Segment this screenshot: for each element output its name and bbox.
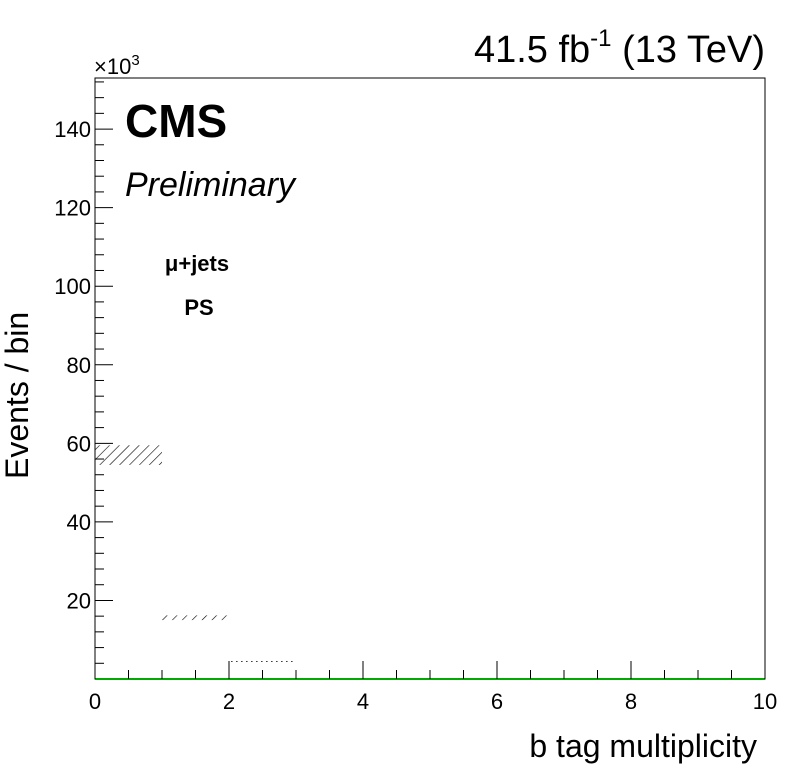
y-tick-label: 140 xyxy=(54,117,91,142)
uncertainty-band-2 xyxy=(162,615,229,621)
y-tick-label: 20 xyxy=(67,588,91,613)
x-tick-label: 4 xyxy=(357,689,369,714)
y-tick-label: 80 xyxy=(67,353,91,378)
y-tick-label: 100 xyxy=(54,274,91,299)
preliminary-label: Preliminary xyxy=(125,166,297,204)
x-axis-ticks: 0 2 4 6 8 10 xyxy=(89,661,777,714)
x-tick-label: 8 xyxy=(625,689,637,714)
x-tick-label: 6 xyxy=(491,689,503,714)
x-tick-label: 2 xyxy=(223,689,235,714)
cms-label: CMS xyxy=(125,95,227,147)
uncertainty-bands xyxy=(95,445,296,662)
sample-label: PS xyxy=(184,295,213,320)
lumi-label: 41.5 fb-1 (13 TeV) xyxy=(474,25,765,71)
uncertainty-band-1 xyxy=(95,445,162,465)
x-axis-title: b tag multiplicity xyxy=(529,728,757,764)
y-axis-title: Events / bin xyxy=(0,312,35,479)
uncertainty-band-3 xyxy=(229,659,296,662)
y-tick-label: 60 xyxy=(67,431,91,456)
y-axis-ticks: 20 40 60 80 100 120 140 xyxy=(54,81,113,664)
y-tick-label: 40 xyxy=(67,510,91,535)
y-multiplier: ×103 xyxy=(94,52,140,79)
y-tick-label: 120 xyxy=(54,196,91,221)
x-tick-label: 0 xyxy=(89,689,101,714)
x-tick-label: 10 xyxy=(753,689,777,714)
channel-label: μ+jets xyxy=(165,251,229,276)
